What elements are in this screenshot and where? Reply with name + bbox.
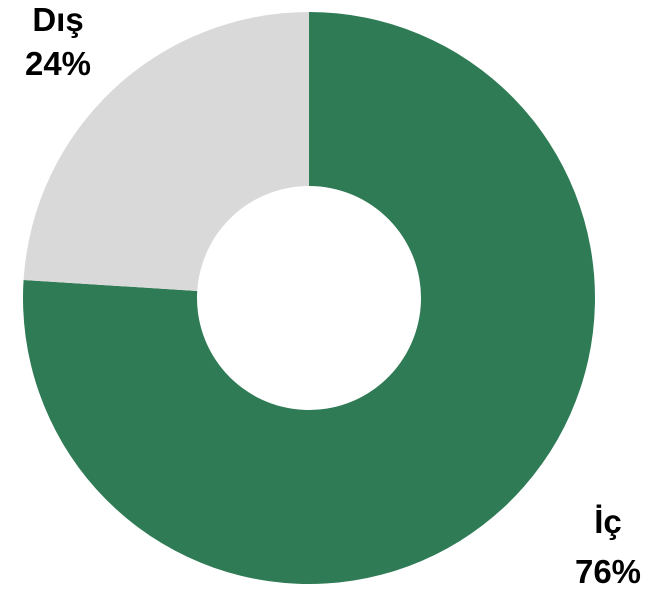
slice-label-inner-value: 76% — [575, 553, 641, 590]
donut-slice-dis — [23, 12, 309, 291]
slice-label-inner-name: İç — [594, 503, 622, 540]
slices-group — [22, 12, 595, 584]
slice-label-outer-name: Dış — [32, 1, 83, 38]
donut-slice-ic — [22, 12, 595, 584]
slice-label-outer-value: 24% — [25, 45, 91, 82]
labels-group: İç 76% Dış 24% — [25, 1, 641, 590]
